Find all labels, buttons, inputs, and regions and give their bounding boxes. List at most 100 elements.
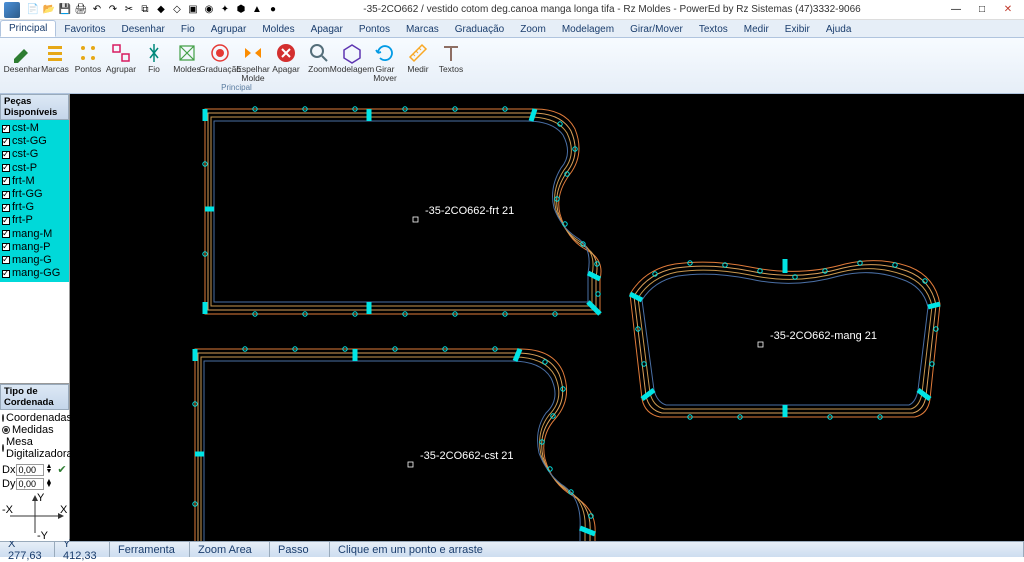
- piece-item[interactable]: frt-G: [2, 201, 67, 214]
- ribbon-group-button[interactable]: Agrupar: [105, 40, 137, 82]
- checkbox-icon[interactable]: [2, 164, 10, 172]
- menu-tab-exibir[interactable]: Exibir: [777, 22, 818, 37]
- ribbon-thread-button[interactable]: Fio: [138, 40, 170, 82]
- checkbox-icon[interactable]: [2, 270, 10, 278]
- qat-cut-icon[interactable]: ✂: [122, 3, 136, 17]
- dy-label: Dy: [2, 478, 15, 490]
- qat-save-icon[interactable]: 💾: [58, 3, 72, 17]
- ribbon-model-button[interactable]: Modelagem: [336, 40, 368, 82]
- piece-item[interactable]: cst-GG: [2, 135, 67, 148]
- ribbon-delete-button[interactable]: Apagar: [270, 40, 302, 82]
- checkbox-icon[interactable]: [2, 177, 10, 185]
- pattern-front-bottom[interactable]: -35-2CO662-cst 21: [193, 347, 595, 541]
- titlebar: 📄 📂 💾 🖨 ↶ ↷ ✂ ⧉ ◆ ◇ ▣ ◉ ✦ ⬢ ▲ ● -35-2CO6…: [0, 0, 1024, 20]
- qat-copy-icon[interactable]: ⧉: [138, 3, 152, 17]
- coord-option[interactable]: Coordenadas: [2, 412, 67, 424]
- svg-text:-35-2CO662-frt 21: -35-2CO662-frt 21: [425, 205, 514, 217]
- ribbon-pencil-button[interactable]: Desenhar: [6, 40, 38, 82]
- menu-tab-girar/mover[interactable]: Girar/Mover: [622, 22, 691, 37]
- qat-tool2-icon[interactable]: ◇: [170, 3, 184, 17]
- qat-tool8-icon[interactable]: ●: [266, 3, 280, 17]
- qat-tool5-icon[interactable]: ✦: [218, 3, 232, 17]
- menu-tab-zoom[interactable]: Zoom: [512, 22, 554, 37]
- pattern-sleeve[interactable]: -35-2CO662-mang 21: [630, 259, 940, 419]
- menu-tab-marcas[interactable]: Marcas: [398, 22, 447, 37]
- qat-tool7-icon[interactable]: ▲: [250, 3, 264, 17]
- ribbon-rotate-button[interactable]: Girar Mover: [369, 40, 401, 82]
- menu-tab-principal[interactable]: Principal: [0, 20, 56, 37]
- menu-tab-pontos[interactable]: Pontos: [351, 22, 398, 37]
- piece-item[interactable]: frt-GG: [2, 188, 67, 201]
- menu-tab-fio[interactable]: Fio: [173, 22, 203, 37]
- piece-item[interactable]: frt-M: [2, 175, 67, 188]
- qat-tool1-icon[interactable]: ◆: [154, 3, 168, 17]
- menu-tab-ajuda[interactable]: Ajuda: [818, 22, 860, 37]
- ribbon-mirror-button[interactable]: Espelhar Molde: [237, 40, 269, 82]
- marks-icon: [44, 42, 66, 64]
- menu-tabs: PrincipalFavoritosDesenharFioAgruparMold…: [0, 20, 1024, 38]
- piece-item[interactable]: frt-P: [2, 214, 67, 227]
- menu-tab-medir[interactable]: Medir: [736, 22, 777, 37]
- menu-tab-graduação[interactable]: Graduação: [447, 22, 512, 37]
- model-icon: [341, 42, 363, 64]
- ribbon-marks-button[interactable]: Marcas: [39, 40, 71, 82]
- menu-tab-favoritos[interactable]: Favoritos: [56, 22, 113, 37]
- checkbox-icon[interactable]: [2, 243, 10, 251]
- piece-item[interactable]: mang-M: [2, 228, 67, 241]
- checkbox-icon[interactable]: [2, 230, 10, 238]
- mirror-icon: [242, 42, 264, 64]
- ribbon-grad-button[interactable]: Graduação: [204, 40, 236, 82]
- dx-spinner-icon[interactable]: ▲▼: [45, 465, 52, 473]
- statusbar: X 277,63 Y 412,33 Ferramenta Zoom Area P…: [0, 541, 1024, 557]
- dy-input[interactable]: [16, 478, 44, 490]
- radio-icon[interactable]: [2, 426, 10, 434]
- coord-option[interactable]: Medidas: [2, 424, 67, 436]
- piece-item[interactable]: mang-P: [2, 241, 67, 254]
- qat-tool4-icon[interactable]: ◉: [202, 3, 216, 17]
- menu-tab-modelagem[interactable]: Modelagem: [554, 22, 622, 37]
- menu-tab-agrupar[interactable]: Agrupar: [203, 22, 255, 37]
- qat-new-icon[interactable]: 📄: [26, 3, 40, 17]
- checkbox-icon[interactable]: [2, 204, 10, 212]
- menu-tab-moldes[interactable]: Moldes: [254, 22, 302, 37]
- ribbon-molds-button[interactable]: Moldes: [171, 40, 203, 82]
- maximize-button[interactable]: □: [970, 2, 994, 18]
- qat-tool6-icon[interactable]: ⬢: [234, 3, 248, 17]
- piece-item[interactable]: cst-M: [2, 122, 67, 135]
- close-button[interactable]: ✕: [996, 2, 1020, 18]
- qat-redo-icon[interactable]: ↷: [106, 3, 120, 17]
- coord-option[interactable]: Mesa Digitalizadora: [2, 436, 67, 460]
- qat-tool3-icon[interactable]: ▣: [186, 3, 200, 17]
- menu-tab-apagar[interactable]: Apagar: [303, 22, 351, 37]
- dy-spinner-icon[interactable]: ▲▼: [45, 480, 52, 488]
- piece-item[interactable]: cst-P: [2, 162, 67, 175]
- qat-open-icon[interactable]: 📂: [42, 3, 56, 17]
- drawing-canvas[interactable]: -35-2CO662-frt 21 -35-2CO662-cst 21-35-2C…: [70, 94, 1024, 541]
- menu-tab-textos[interactable]: Textos: [691, 22, 736, 37]
- ribbon-points-button[interactable]: Pontos: [72, 40, 104, 82]
- ribbon-measure-button[interactable]: Medir: [402, 40, 434, 82]
- radio-icon[interactable]: [2, 444, 4, 452]
- dx-apply-icon[interactable]: ✔: [57, 463, 66, 476]
- pattern-front-top[interactable]: -35-2CO662-frt 21: [203, 107, 601, 316]
- checkbox-icon[interactable]: [2, 217, 10, 225]
- grad-icon: [209, 42, 231, 64]
- checkbox-icon[interactable]: [2, 151, 10, 159]
- dx-input[interactable]: [16, 464, 44, 476]
- checkbox-icon[interactable]: [2, 138, 10, 146]
- ribbon-text-button[interactable]: Textos: [435, 40, 467, 82]
- checkbox-icon[interactable]: [2, 125, 10, 133]
- minimize-button[interactable]: —: [944, 2, 968, 18]
- ribbon-zoom-button[interactable]: Zoom: [303, 40, 335, 82]
- qat-undo-icon[interactable]: ↶: [90, 3, 104, 17]
- text-icon: [440, 42, 462, 64]
- radio-icon[interactable]: [2, 414, 4, 422]
- checkbox-icon[interactable]: [2, 191, 10, 199]
- qat-print-icon[interactable]: 🖨: [74, 3, 88, 17]
- checkbox-icon[interactable]: [2, 256, 10, 264]
- piece-item[interactable]: cst-G: [2, 148, 67, 161]
- piece-item[interactable]: mang-GG: [2, 267, 67, 280]
- pieces-panel-title: Peças Disponíveis: [0, 94, 69, 120]
- piece-item[interactable]: mang-G: [2, 254, 67, 267]
- menu-tab-desenhar[interactable]: Desenhar: [113, 22, 172, 37]
